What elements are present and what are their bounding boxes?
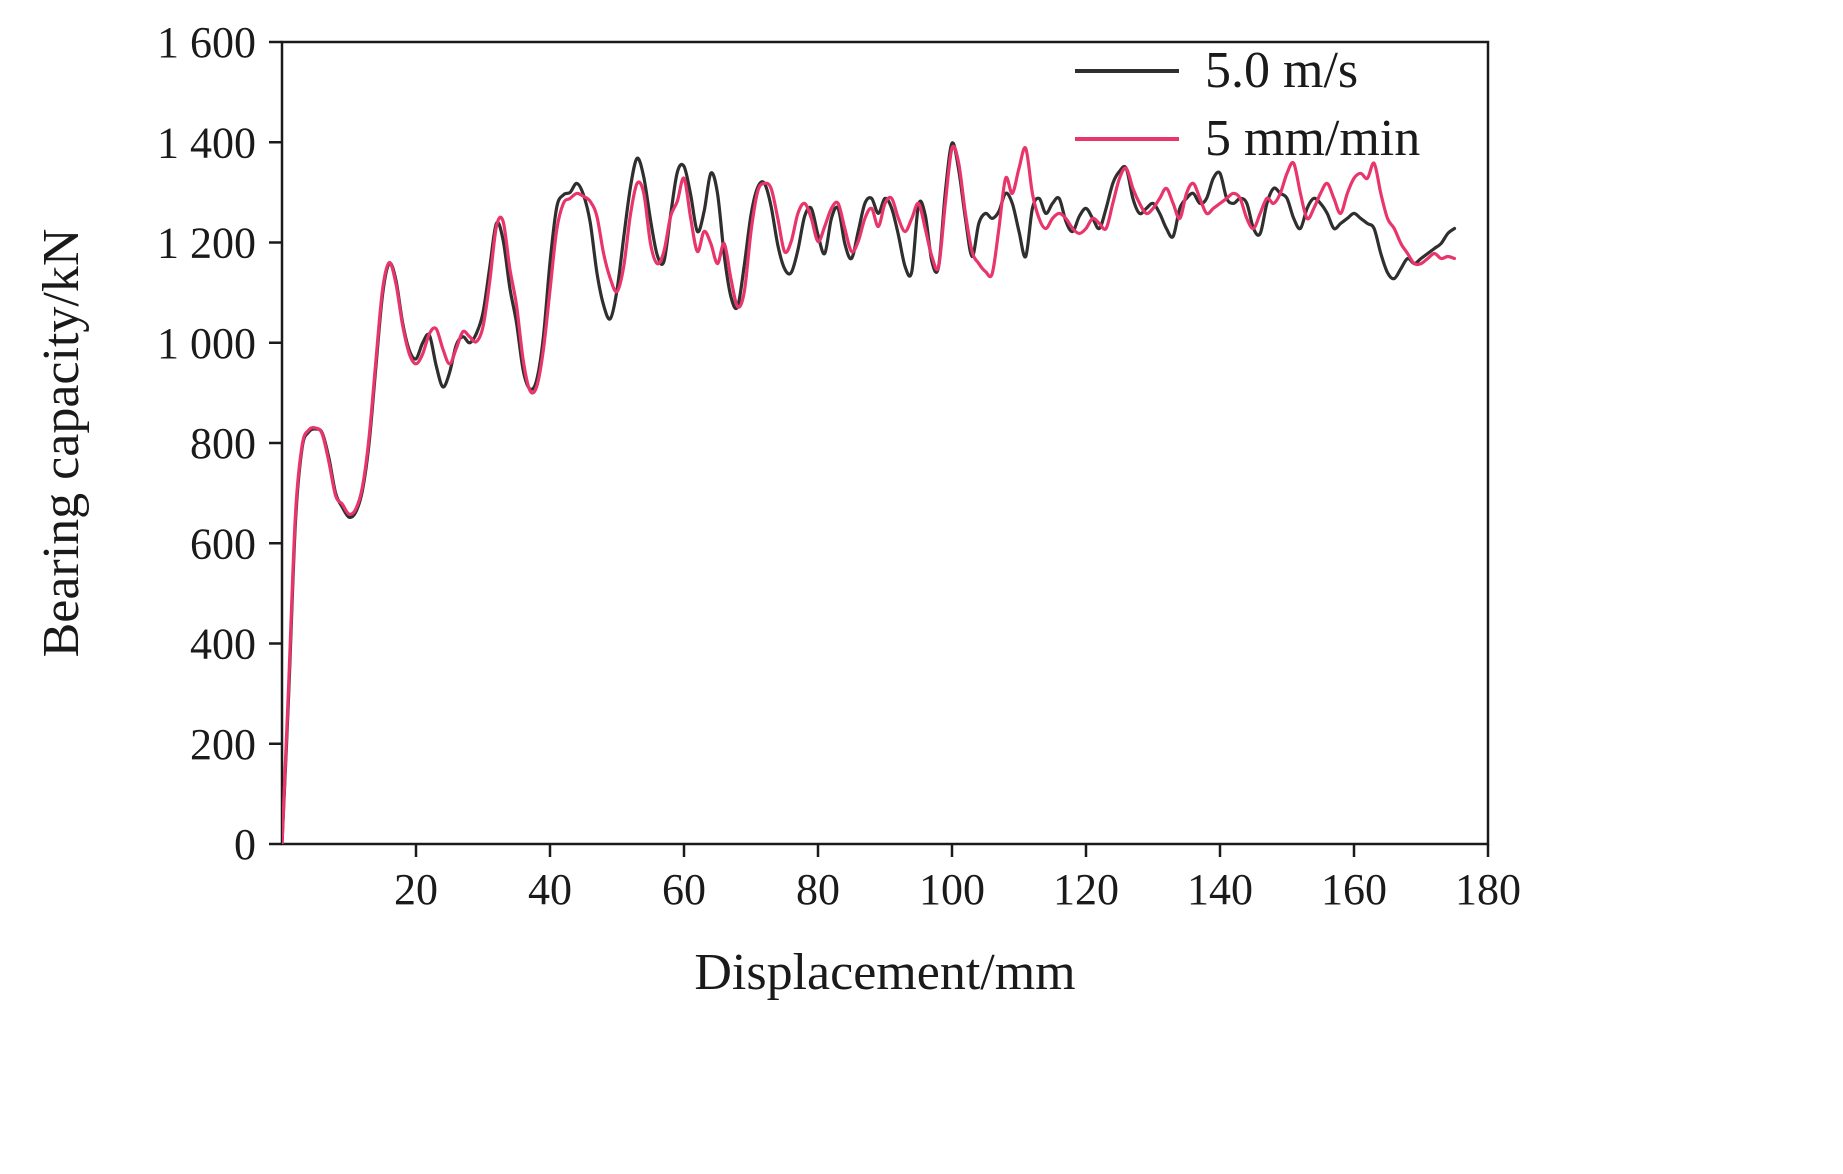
x-tick-label: 40 bbox=[528, 865, 572, 914]
legend-line-swatch-red bbox=[1075, 137, 1179, 141]
x-tick-label: 20 bbox=[394, 865, 438, 914]
y-tick-label: 1 400 bbox=[157, 118, 256, 167]
x-tick-label: 160 bbox=[1321, 865, 1387, 914]
x-axis-title: Displacement/mm bbox=[694, 944, 1076, 1001]
y-axis-title: Bearing capacity/kN bbox=[33, 228, 90, 658]
series-line-0 bbox=[282, 141, 1457, 844]
y-tick-label: 1 200 bbox=[157, 219, 256, 268]
y-tick-label: 400 bbox=[190, 620, 256, 669]
legend-line-swatch-black bbox=[1075, 69, 1179, 73]
y-tick-label: 0 bbox=[234, 820, 256, 869]
y-tick-label: 1 000 bbox=[157, 319, 256, 368]
y-tick-label: 800 bbox=[190, 419, 256, 468]
y-tick-label: 1 600 bbox=[157, 18, 256, 67]
x-tick-label: 180 bbox=[1455, 865, 1521, 914]
y-tick-label: 200 bbox=[190, 720, 256, 769]
legend-label: 5 mm/min bbox=[1205, 110, 1421, 167]
x-tick-label: 60 bbox=[662, 865, 706, 914]
x-tick-label: 80 bbox=[796, 865, 840, 914]
legend: 5.0 m/s 5 mm/min bbox=[1075, 42, 1420, 168]
x-tick-label: 140 bbox=[1187, 865, 1253, 914]
legend-item: 5.0 m/s bbox=[1075, 42, 1420, 100]
legend-label: 5.0 m/s bbox=[1205, 42, 1359, 99]
series-line-1 bbox=[282, 144, 1457, 844]
y-tick-label: 600 bbox=[190, 519, 256, 568]
x-tick-label: 100 bbox=[919, 865, 985, 914]
legend-item: 5 mm/min bbox=[1075, 110, 1420, 168]
x-tick-label: 120 bbox=[1053, 865, 1119, 914]
